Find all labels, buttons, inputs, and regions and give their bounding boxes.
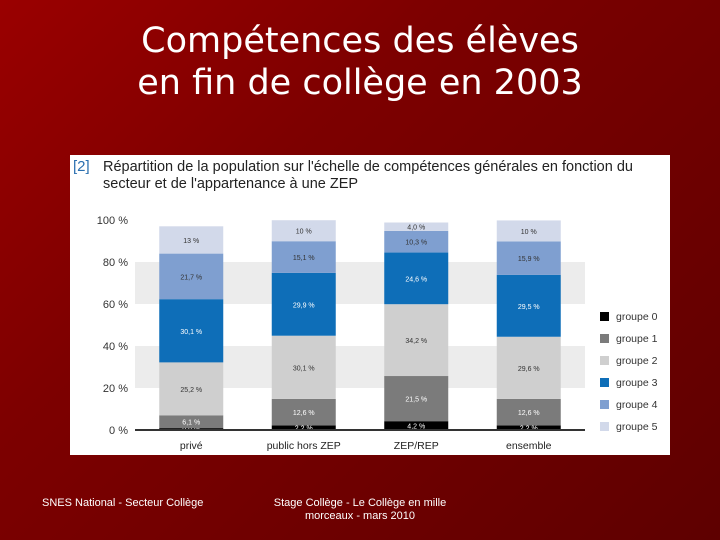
slide-title: Compétences des élèves en fin de collège… (60, 20, 660, 104)
bar-segment (159, 226, 224, 254)
bar-segment (496, 241, 561, 275)
footer-left: SNES National - Secteur Collège (42, 497, 204, 509)
data-label: 10,3 % (405, 240, 427, 247)
data-label: 10 % (296, 229, 312, 236)
legend-swatch (600, 400, 609, 409)
bar-segment (271, 425, 336, 430)
data-label: 21,7 % (180, 274, 202, 281)
legend-label: groupe 5 (616, 421, 658, 433)
chart-figure: [2] Répartition de la population sur l'é… (70, 155, 670, 455)
y-tick-label: 80 % (103, 257, 128, 269)
legend-label: groupe 4 (616, 399, 658, 411)
slide-title-line-2: en fin de collège en 2003 (137, 63, 583, 103)
bar-segment (384, 304, 449, 377)
legend-swatch (600, 356, 609, 365)
bar-segment (271, 398, 336, 426)
data-label: 25,2 % (180, 387, 202, 394)
x-tick-label: public hors ZEP (267, 440, 341, 452)
legend-swatch (600, 422, 609, 431)
x-tick-label: privé (180, 440, 203, 452)
bar-segment (496, 425, 561, 430)
bar-segment (384, 252, 449, 305)
bar-segment (384, 222, 449, 231)
bar-segment (384, 230, 449, 253)
data-label: 30,1 % (180, 329, 202, 336)
chart-title: Répartition de la population sur l'échel… (103, 159, 670, 193)
y-tick-label: 60 % (103, 299, 128, 311)
y-tick-label: 40 % (103, 341, 128, 353)
x-tick-label: ensemble (506, 440, 552, 452)
data-label: 29,6 % (518, 366, 540, 373)
data-label: 24,6 % (405, 276, 427, 283)
data-label: 15,9 % (518, 256, 540, 263)
bar-segment (384, 376, 449, 422)
bar-segment (159, 299, 224, 363)
legend-swatch (600, 312, 609, 321)
legend-label: groupe 3 (616, 377, 658, 389)
y-tick-label: 20 % (103, 383, 128, 395)
bar-segment (271, 335, 336, 399)
bar-segment (496, 336, 561, 399)
data-label: 4,2 % (407, 424, 425, 431)
data-label: 10 % (521, 229, 537, 236)
bar-segment (159, 362, 224, 416)
figure-number: [2] (73, 158, 90, 175)
legend-label: groupe 2 (616, 355, 658, 367)
legend-swatch (600, 378, 609, 387)
stacked-bar-chart: 0 %20 %40 %60 %80 %100 %0,9 %6,1 %25,2 %… (97, 215, 658, 452)
bar-segment (496, 220, 561, 242)
data-label: 12,6 % (518, 410, 540, 417)
bar-segment (271, 272, 336, 336)
x-tick-label: ZEP/REP (394, 440, 439, 452)
data-label: 30,1 % (293, 365, 315, 372)
legend-label: groupe 0 (616, 311, 658, 323)
bar-segment (271, 220, 336, 242)
bar-segment (159, 415, 224, 429)
bar-segment (271, 241, 336, 273)
bar-segment (496, 274, 561, 337)
data-label: 15,1 % (293, 255, 315, 262)
data-label: 29,5 % (518, 304, 540, 311)
data-label: 12,6 % (293, 410, 315, 417)
bar-segment (384, 421, 449, 430)
legend-label: groupe 1 (616, 333, 658, 345)
data-label: 21,5 % (405, 397, 427, 404)
chart-title-text: Répartition de la population sur l'échel… (103, 159, 633, 192)
slide-title-line-1: Compétences des élèves (141, 21, 579, 61)
y-tick-label: 100 % (97, 215, 128, 227)
data-label: 13 % (183, 238, 199, 245)
data-label: 34,2 % (405, 338, 427, 345)
bar-segment (159, 253, 224, 300)
data-label: 6,1 % (182, 420, 200, 427)
y-tick-label: 0 % (109, 425, 128, 437)
footer-center: Stage Collège - Le Collège en mille morc… (273, 497, 447, 522)
data-label: 29,9 % (293, 302, 315, 309)
data-label: 4,0 % (407, 225, 425, 232)
legend-swatch (600, 334, 609, 343)
bar-segment (496, 398, 561, 426)
